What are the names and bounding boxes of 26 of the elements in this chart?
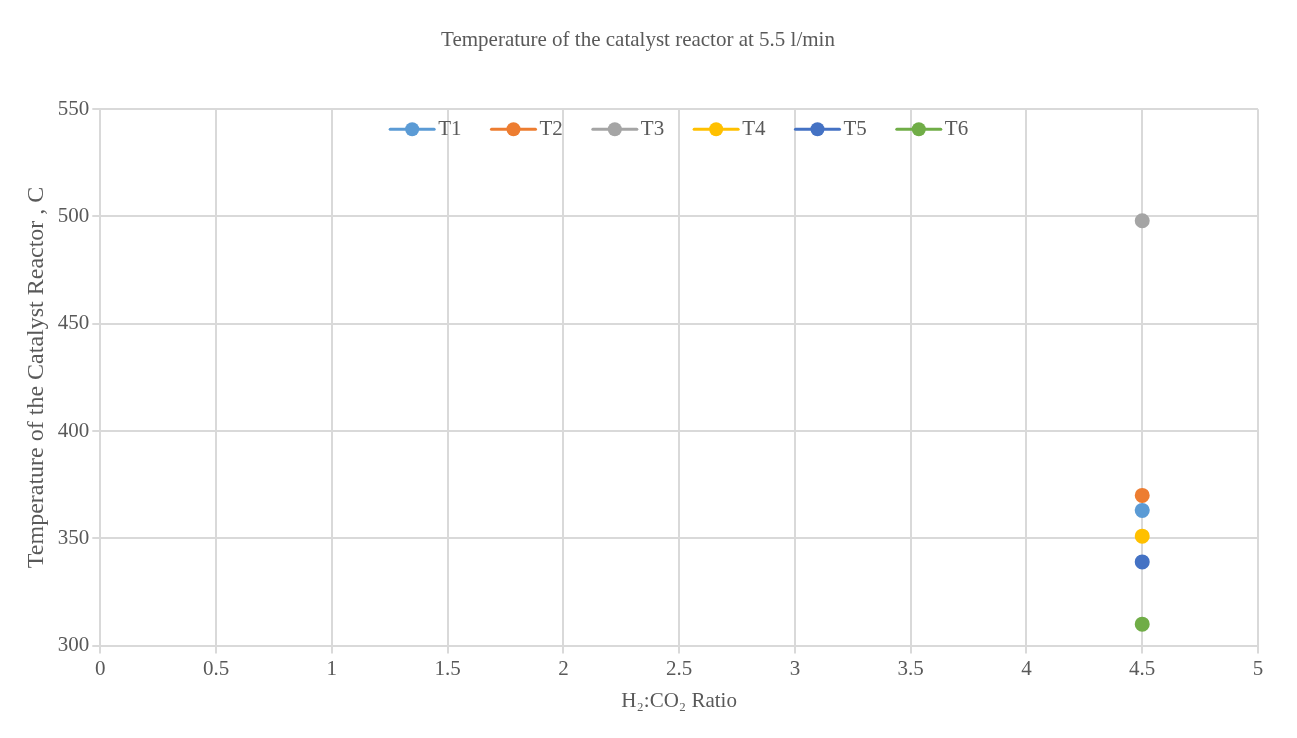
legend-label: T4 [742, 115, 766, 140]
x-tick-label: 4.5 [1129, 655, 1156, 680]
legend-label: T3 [640, 115, 665, 140]
x-tick-label: 5 [1252, 655, 1264, 680]
y-tick-label: 400 [57, 417, 90, 442]
x-tick-label: 0 [95, 655, 106, 680]
legend-label: T5 [843, 115, 867, 140]
y-tick-label: 300 [57, 632, 90, 657]
y-tick-label: 500 [57, 203, 90, 227]
x-tick-label: 4 [1021, 655, 1033, 680]
x-tick-label: 3 [789, 655, 801, 680]
chart-title: Temperature of the catalyst reactor at 5.5 l/min [441, 27, 836, 52]
legend-label: T2 [539, 115, 563, 140]
y-tick-label: 450 [57, 310, 90, 335]
x-tick-label: 3.5 [897, 655, 924, 680]
x-tick-label: 2.5 [666, 655, 693, 680]
legend-label: T1 [438, 115, 462, 140]
x-tick-label: 1.5 [434, 655, 461, 680]
y-tick-label: 550 [57, 95, 90, 120]
y-tick-label: 350 [57, 524, 90, 549]
x-tick-label: 2 [558, 655, 569, 680]
x-axis-title: H₂:CO₂ Ratio [621, 687, 737, 712]
x-tick-label: 1 [326, 655, 338, 680]
x-tick-label: 0.5 [202, 655, 230, 680]
y-axis-title: Temperature of the Catalyst Reactor , C [21, 186, 48, 569]
legend-label: T6 [944, 115, 969, 140]
